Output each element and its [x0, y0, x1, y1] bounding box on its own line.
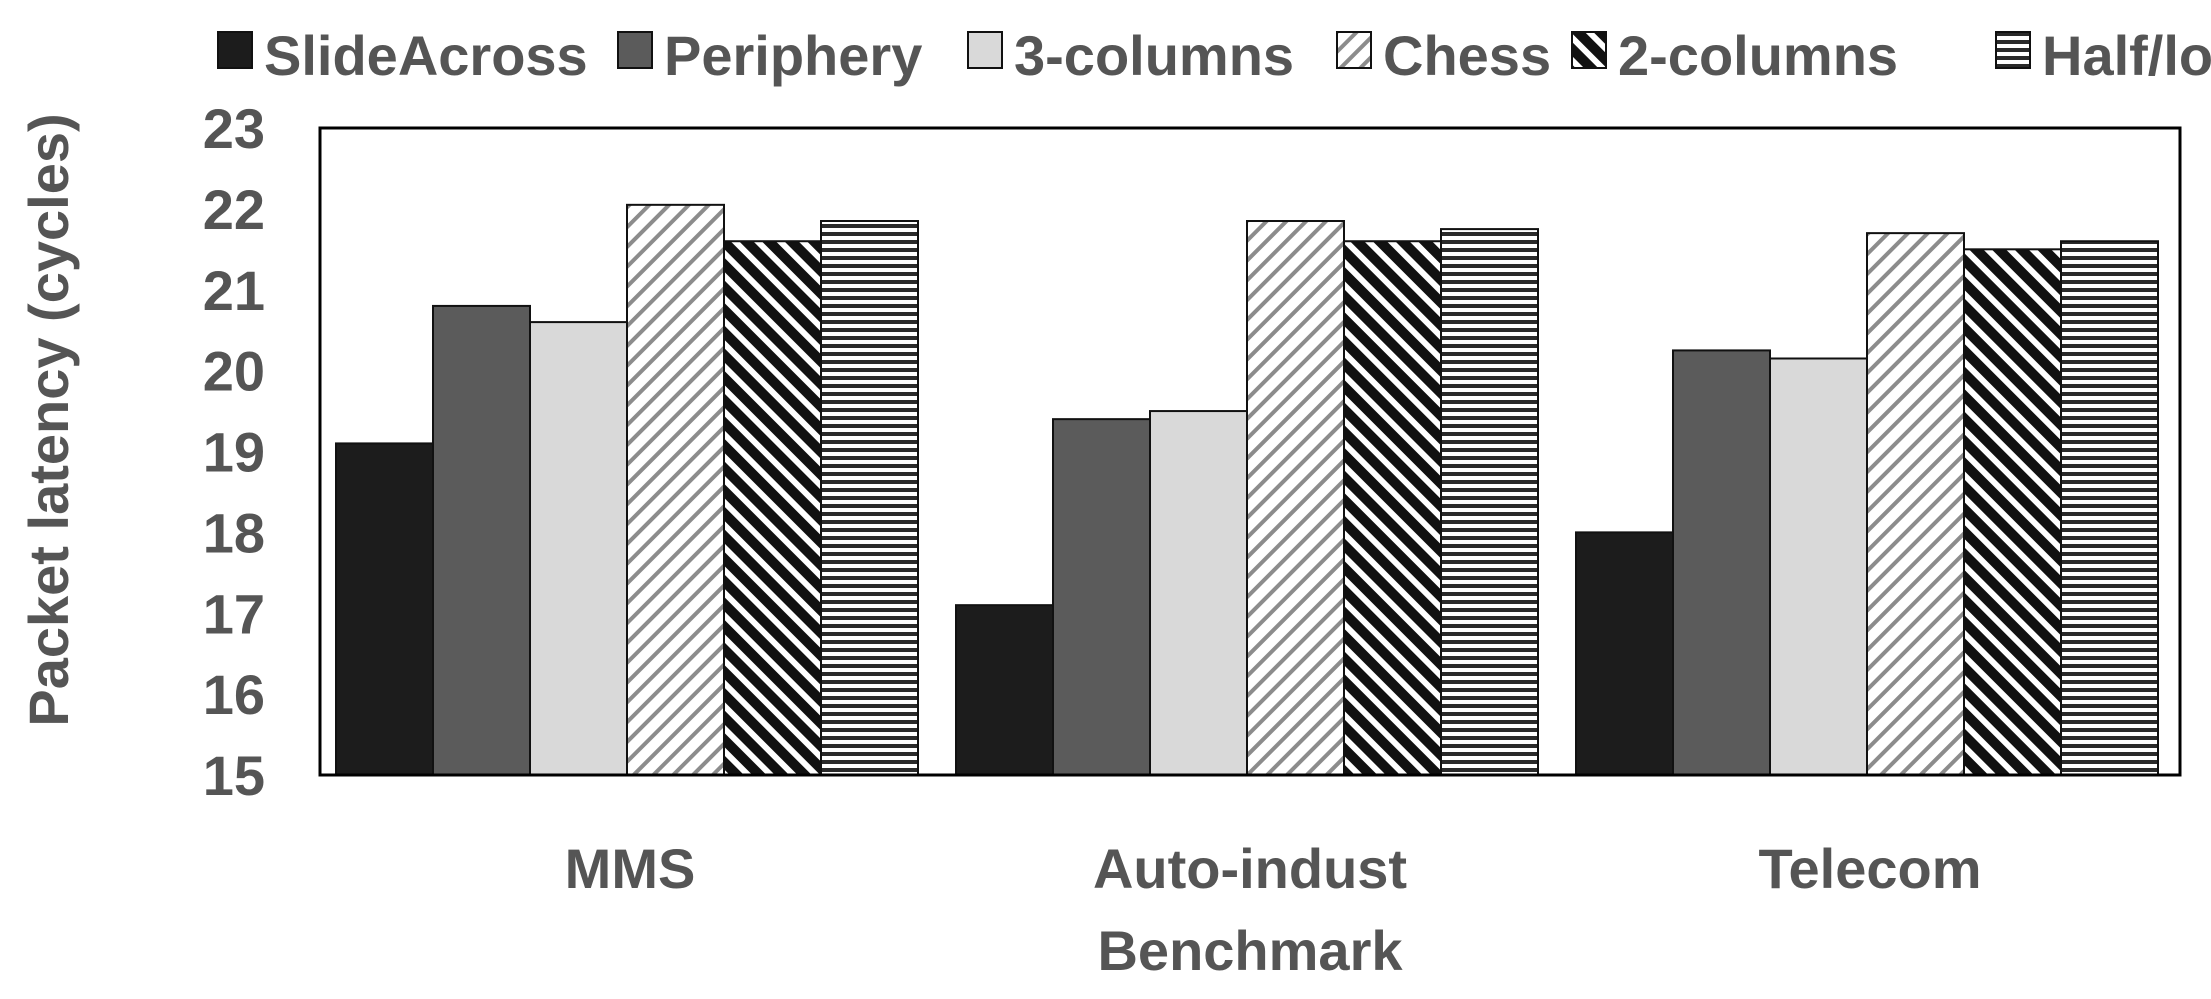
x-category-label: Auto-indust	[1093, 837, 1407, 900]
legend-label: Chess	[1383, 24, 1551, 87]
bars	[335, 203, 2159, 777]
bar-half-lo-telecom	[2060, 240, 2159, 777]
legend-swatch	[217, 31, 253, 69]
legend-swatch	[617, 31, 653, 69]
bar-half-lo-auto-indust	[1440, 228, 1539, 776]
y-tick-label: 23	[203, 97, 265, 160]
legend-item: 3-columns	[967, 24, 1294, 87]
legend-label: SlideAcross	[264, 24, 588, 87]
bar-2-columns-auto-indust	[1343, 240, 1442, 777]
x-category-label: MMS	[565, 837, 696, 900]
legend-swatch	[967, 31, 1003, 69]
y-tick-label: 20	[203, 340, 265, 403]
y-tick-label: 15	[203, 744, 265, 807]
legend-item: Chess	[1336, 24, 1551, 87]
y-tick-label: 22	[203, 178, 265, 241]
legend-item: Periphery	[617, 24, 922, 87]
legend: SlideAcross Periphery 3-columns Chess 2-colu…	[217, 24, 2211, 87]
legend-label: Periphery	[664, 24, 922, 87]
y-tick-label: 19	[203, 421, 265, 484]
x-axis: MMS Auto-indust Telecom	[565, 837, 1982, 900]
legend-label: Half/lo	[2042, 24, 2211, 87]
legend-item: 2-columns	[1571, 24, 1898, 87]
x-category-label: Telecom	[1758, 837, 1981, 900]
bar-2-columns-mms	[723, 240, 822, 777]
bar-periphery-telecom	[1672, 349, 1771, 776]
x-axis-title: Benchmark	[1097, 919, 1403, 982]
y-axis-title: Packet latency (cycles)	[17, 113, 80, 726]
legend-label: 3-columns	[1014, 24, 1294, 87]
bar-chess-auto-indust	[1246, 220, 1345, 777]
bar-chess-telecom	[1866, 232, 1965, 776]
y-tick-label: 16	[203, 663, 265, 726]
legend-swatch	[1571, 31, 1607, 69]
y-tick-label: 18	[203, 501, 265, 564]
bar-chess-mms	[626, 203, 725, 777]
bar-3-columns-auto-indust	[1149, 410, 1248, 776]
bar-3-columns-telecom	[1769, 357, 1868, 776]
bar-slideacross-mms	[335, 442, 434, 776]
y-tick-label: 17	[203, 582, 265, 645]
bar-3-columns-mms	[529, 321, 628, 776]
plot-area-frame	[318, 126, 2182, 777]
legend-swatch	[1336, 31, 1372, 69]
bar-slideacross-auto-indust	[955, 604, 1054, 776]
legend-swatch	[1995, 31, 2031, 69]
legend-label: 2-columns	[1618, 24, 1898, 87]
bar-slideacross-telecom	[1575, 531, 1674, 776]
legend-item: Half/lo	[1995, 24, 2211, 87]
bar-2-columns-telecom	[1963, 248, 2062, 776]
y-axis: 15 16 17 18 19 20 21 22 23	[203, 97, 265, 807]
y-tick-label: 21	[203, 259, 265, 322]
bar-half-lo-mms	[820, 220, 919, 777]
legend-item: SlideAcross	[217, 24, 588, 87]
bar-periphery-mms	[432, 304, 531, 776]
bar-periphery-auto-indust	[1052, 418, 1151, 776]
